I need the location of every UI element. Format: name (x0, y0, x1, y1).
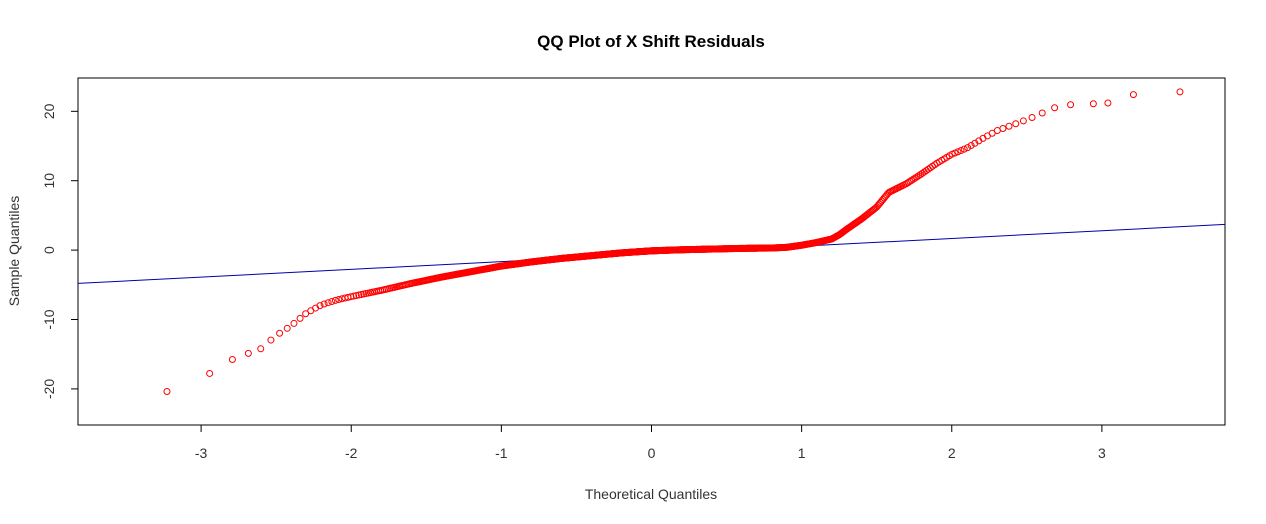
data-point (1012, 120, 1020, 128)
data-point (1028, 114, 1036, 122)
data-point (244, 349, 252, 357)
data-point (964, 144, 972, 152)
data-point (350, 292, 358, 300)
data-point (228, 355, 236, 363)
data-point (296, 314, 304, 322)
data-point (908, 176, 916, 184)
data-point (1005, 122, 1013, 130)
x-tick-label: 3 (1098, 445, 1106, 461)
data-point (320, 300, 328, 308)
data-point-outlier (1129, 91, 1137, 99)
data-point (872, 204, 880, 212)
data-point (206, 369, 214, 377)
data-point (1067, 101, 1075, 109)
x-tick-label: -1 (495, 445, 508, 461)
x-tick-label: -2 (345, 445, 358, 461)
x-axis: -3 -2 -1 0 1 2 3 (195, 424, 1106, 461)
data-point (911, 174, 919, 182)
data-point (267, 336, 275, 344)
data-point (302, 310, 310, 318)
data-point (960, 145, 968, 153)
data-point (257, 345, 265, 353)
y-tick-label: -10 (41, 309, 57, 329)
data-point (967, 141, 975, 149)
data-points-layer (163, 88, 1184, 395)
data-point (335, 295, 343, 303)
data-point (1051, 104, 1059, 112)
data-point (355, 291, 363, 299)
x-tick-label: 1 (798, 445, 806, 461)
data-point (1038, 109, 1046, 117)
data-point (276, 329, 284, 337)
y-tick-label: 10 (41, 173, 57, 189)
data-point (331, 296, 339, 304)
data-point-outlier (1176, 88, 1184, 96)
data-point (957, 146, 965, 154)
data-point (283, 324, 291, 332)
data-point (352, 292, 360, 300)
x-tick-label: 0 (648, 445, 656, 461)
data-point (913, 173, 921, 181)
data-point (971, 139, 979, 147)
y-axis: -20 -10 0 10 20 (41, 103, 79, 399)
data-point (999, 124, 1007, 132)
data-point (163, 387, 171, 395)
y-tick-label: 0 (41, 246, 57, 254)
x-axis-label: Theoretical Quantiles (585, 486, 717, 502)
x-tick-label: 2 (948, 445, 956, 461)
data-point-outlier (1104, 99, 1112, 107)
y-axis-label: Sample Quantiles (6, 196, 22, 307)
data-point (1019, 117, 1027, 125)
y-tick-label: -20 (41, 379, 57, 399)
x-tick-label: -3 (195, 445, 208, 461)
data-point (290, 319, 298, 327)
y-tick-label: 20 (41, 103, 57, 119)
data-point (954, 148, 962, 156)
data-point (328, 297, 336, 305)
data-point (324, 299, 332, 307)
data-point (1089, 100, 1097, 108)
chart-title: QQ Plot of X Shift Residuals (537, 32, 765, 51)
data-point (316, 302, 324, 310)
data-point (909, 175, 917, 183)
